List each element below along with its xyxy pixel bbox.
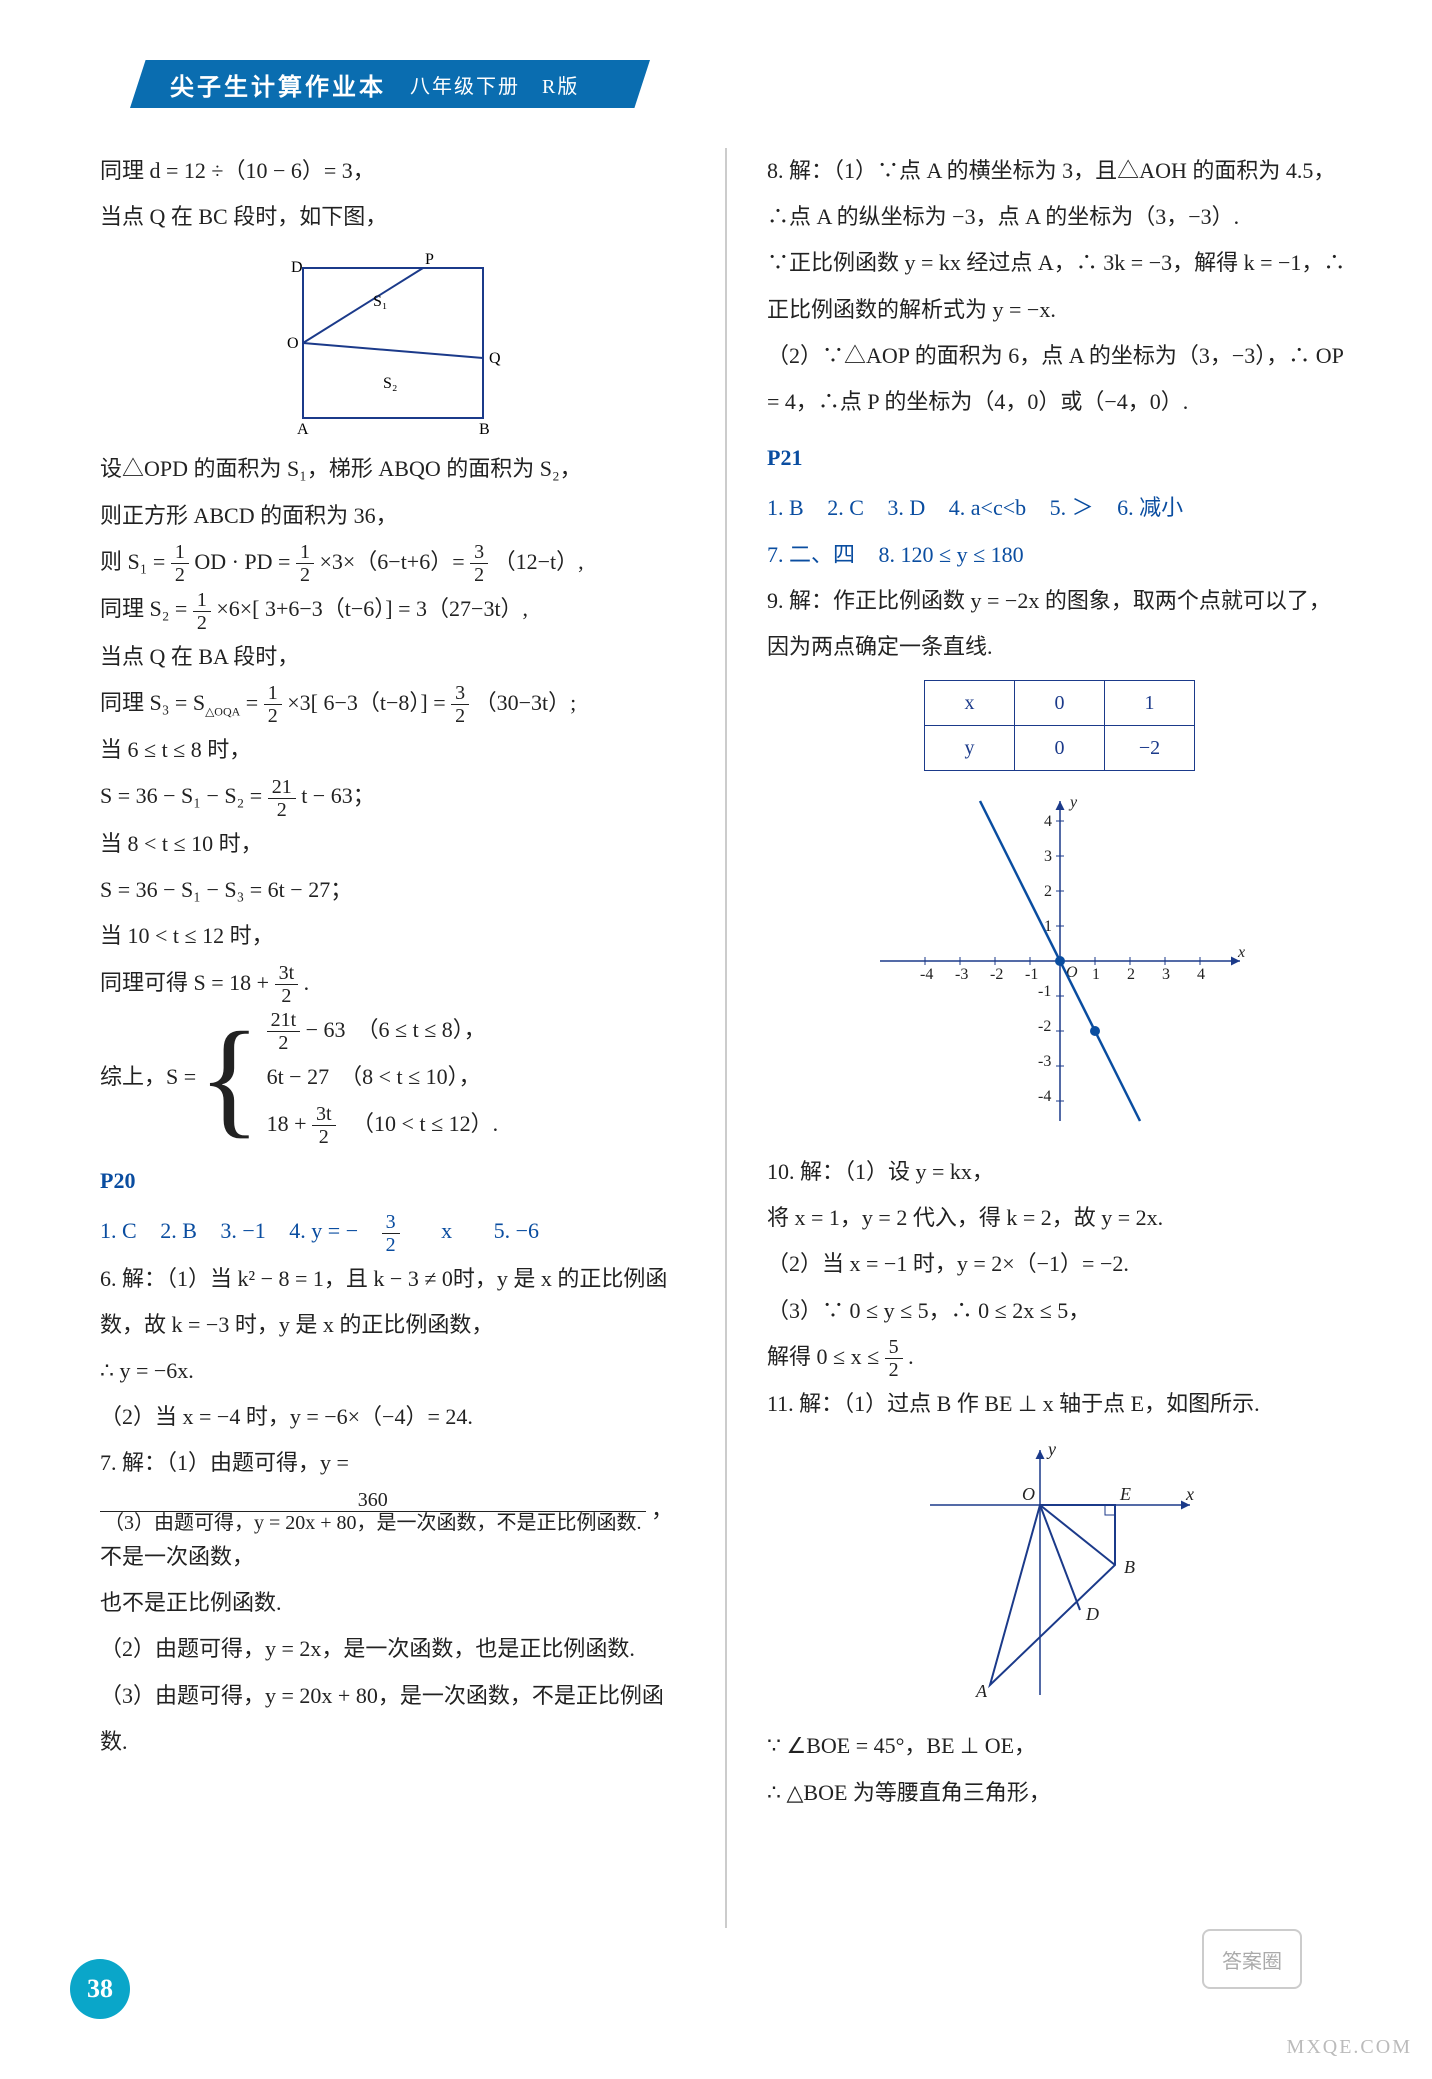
line: 也不是正比例函数. bbox=[100, 1580, 685, 1626]
svg-text:4: 4 bbox=[1044, 813, 1052, 830]
banner-subtitle: 八年级下册 R版 bbox=[410, 70, 579, 99]
line: （2）∵△AOP 的面积为 6，点 A 的坐标为（3，−3），∴ OP = 4，… bbox=[767, 333, 1352, 425]
svg-text:S₁: S₁ bbox=[373, 293, 387, 310]
svg-text:-2: -2 bbox=[990, 966, 1003, 983]
line: ∴ △BOE 为等腰直角三角形， bbox=[767, 1770, 1352, 1816]
svg-text:-3: -3 bbox=[1038, 1053, 1051, 1070]
page-number: 38 bbox=[87, 1974, 113, 2004]
watermark-text: MXQE.COM bbox=[1287, 2036, 1412, 2059]
line: 则正方形 ABCD 的面积为 36， bbox=[100, 493, 685, 539]
banner-title: 尖子生计算作业本 bbox=[170, 67, 386, 102]
graph-y-neg2x: -4-3-2-1 1234 1234 -1-2-3-4 O x y bbox=[860, 781, 1260, 1141]
svg-text:-1: -1 bbox=[1038, 983, 1051, 1000]
line: 设△OPD 的面积为 S₁，梯形 ABQO 的面积为 S₂， bbox=[100, 446, 685, 492]
line: 8. 解：（1）∵点 A 的横坐标为 3，且△AOH 的面积为 4.5，∴点 A… bbox=[767, 148, 1352, 240]
column-divider bbox=[725, 148, 727, 1928]
line: S = 36 − S₁ − S₃ = 6t − 27； bbox=[100, 867, 685, 913]
svg-text:x: x bbox=[1185, 1484, 1194, 1504]
line: 当点 Q 在 BC 段时，如下图， bbox=[100, 194, 685, 240]
svg-text:-4: -4 bbox=[1038, 1088, 1051, 1105]
line: 同理可得 S = 18 + 3t2 . bbox=[100, 960, 685, 1007]
line: 解得 0 ≤ x ≤ 52 . bbox=[767, 1334, 1352, 1381]
right-column: 8. 解：（1）∵点 A 的横坐标为 3，且△AOH 的面积为 4.5，∴点 A… bbox=[767, 148, 1352, 1928]
svg-text:2: 2 bbox=[1127, 966, 1135, 983]
header-banner: 尖子生计算作业本 八年级下册 R版 bbox=[130, 60, 650, 108]
svg-text:S₂: S₂ bbox=[383, 375, 397, 392]
svg-text:x: x bbox=[1237, 944, 1245, 961]
watermark-box: 答案圈 bbox=[1202, 1929, 1302, 1989]
line: （3）∵ 0 ≤ y ≤ 5，∴ 0 ≤ 2x ≤ 5， bbox=[767, 1288, 1352, 1334]
section-p20: P20 bbox=[100, 1158, 685, 1204]
svg-text:O: O bbox=[287, 335, 299, 352]
line: （3）由题可得，y = 20x + 80，是一次函数，不是正比例函数. bbox=[100, 1673, 685, 1765]
svg-text:y: y bbox=[1046, 1439, 1056, 1459]
svg-text:y: y bbox=[1068, 794, 1078, 811]
figure-triangle-BOE: O x y E B D A bbox=[910, 1435, 1210, 1715]
line: 当 10 < t ≤ 12 时， bbox=[100, 913, 685, 959]
svg-text:D: D bbox=[291, 259, 303, 276]
line: 同理 S₂ = 12 ×6×[ 3+6−3（t−6）] = 3（27−3t）, bbox=[100, 586, 685, 633]
svg-text:B: B bbox=[479, 421, 490, 438]
svg-text:-1: -1 bbox=[1025, 966, 1038, 983]
line: 将 x = 1，y = 2 代入，得 k = 2，故 y = 2x. bbox=[767, 1195, 1352, 1241]
svg-text:A: A bbox=[975, 1681, 988, 1701]
line: 同理 S₃ = S△OQA = 12 ×3[ 6−3（t−8）] = 32 （3… bbox=[100, 680, 685, 727]
line: （2）当 x = −1 时，y = 2×（−1）= −2. bbox=[767, 1241, 1352, 1287]
svg-text:-3: -3 bbox=[955, 966, 968, 983]
line: （2）当 x = −4 时，y = −6×（−4）= 24. bbox=[100, 1394, 685, 1440]
svg-text:3: 3 bbox=[1162, 966, 1170, 983]
answer-row: 7. 二、四 8. 120 ≤ y ≤ 180 bbox=[767, 532, 1352, 578]
svg-text:-2: -2 bbox=[1038, 1018, 1051, 1035]
svg-text:A: A bbox=[297, 421, 309, 438]
line: S = 36 − S₁ − S₂ = 212 t − 63； bbox=[100, 773, 685, 820]
left-column: 同理 d = 12 ÷（10 − 6）= 3， 当点 Q 在 BC 段时，如下图… bbox=[100, 148, 685, 1928]
value-table: x01 y0−2 bbox=[924, 680, 1195, 771]
line: 则 S₁ = 12 OD · PD = 12 ×3×（6−t+6）= 32 （1… bbox=[100, 539, 685, 586]
page-number-badge: 38 bbox=[70, 1959, 130, 2019]
line: 当点 Q 在 BA 段时， bbox=[100, 634, 685, 680]
svg-text:E: E bbox=[1119, 1484, 1131, 1504]
page: 尖子生计算作业本 八年级下册 R版 同理 d = 12 ÷（10 − 6）= 3… bbox=[0, 0, 1432, 2079]
line: 7. 解：（1）由题可得，y = 360（3）由题可得，y = 20x + 80… bbox=[100, 1440, 685, 1580]
line: 6. 解：（1）当 k² − 8 = 1，且 k − 3 ≠ 0时，y 是 x … bbox=[100, 1256, 685, 1348]
line: 9. 解：作正比例函数 y = −2x 的图象，取两个点就可以了，因为两点确定一… bbox=[767, 578, 1352, 670]
piecewise-summary: 综上，S = { 21t2 − 63 （6 ≤ t ≤ 8）， 6t − 27 … bbox=[100, 1007, 685, 1148]
svg-text:D: D bbox=[1085, 1604, 1099, 1624]
answer-row: 1. B 2. C 3. D 4. a<c<b 5. ＞ 6. 减小 bbox=[767, 485, 1352, 531]
line: ∵正比例函数 y = kx 经过点 A，∴ 3k = −3，解得 k = −1，… bbox=[767, 240, 1352, 332]
svg-text:4: 4 bbox=[1197, 966, 1205, 983]
banner-shape: 尖子生计算作业本 八年级下册 R版 bbox=[130, 60, 650, 108]
svg-text:P: P bbox=[425, 251, 434, 268]
svg-text:Q: Q bbox=[489, 350, 501, 367]
line: 同理 d = 12 ÷（10 − 6）= 3， bbox=[100, 148, 685, 194]
answer-row: 1. C 2. B 3. −1 4. y = − 32 x 5. −6 bbox=[100, 1208, 685, 1255]
svg-text:3: 3 bbox=[1044, 848, 1052, 865]
content-columns: 同理 d = 12 ÷（10 − 6）= 3， 当点 Q 在 BC 段时，如下图… bbox=[100, 148, 1352, 1928]
line: ∵ ∠BOE = 45°，BE ⊥ OE， bbox=[767, 1723, 1352, 1769]
svg-text:O: O bbox=[1022, 1484, 1035, 1504]
svg-text:1: 1 bbox=[1092, 966, 1100, 983]
line: 当 6 ≤ t ≤ 8 时， bbox=[100, 727, 685, 773]
section-p21: P21 bbox=[767, 435, 1352, 481]
line: 11. 解：（1）过点 B 作 BE ⊥ x 轴于点 E，如图所示. bbox=[767, 1381, 1352, 1427]
figure-square-OPQ: D P O Q A B S₁ S₂ bbox=[263, 248, 523, 438]
line: 当 8 < t ≤ 10 时， bbox=[100, 821, 685, 867]
svg-text:2: 2 bbox=[1044, 883, 1052, 900]
svg-text:B: B bbox=[1124, 1557, 1135, 1577]
line: ∴ y = −6x. bbox=[100, 1348, 685, 1394]
svg-text:-4: -4 bbox=[920, 966, 933, 983]
line: （2）由题可得，y = 2x，是一次函数，也是正比例函数. bbox=[100, 1626, 685, 1672]
line: 10. 解：（1）设 y = kx， bbox=[767, 1149, 1352, 1195]
